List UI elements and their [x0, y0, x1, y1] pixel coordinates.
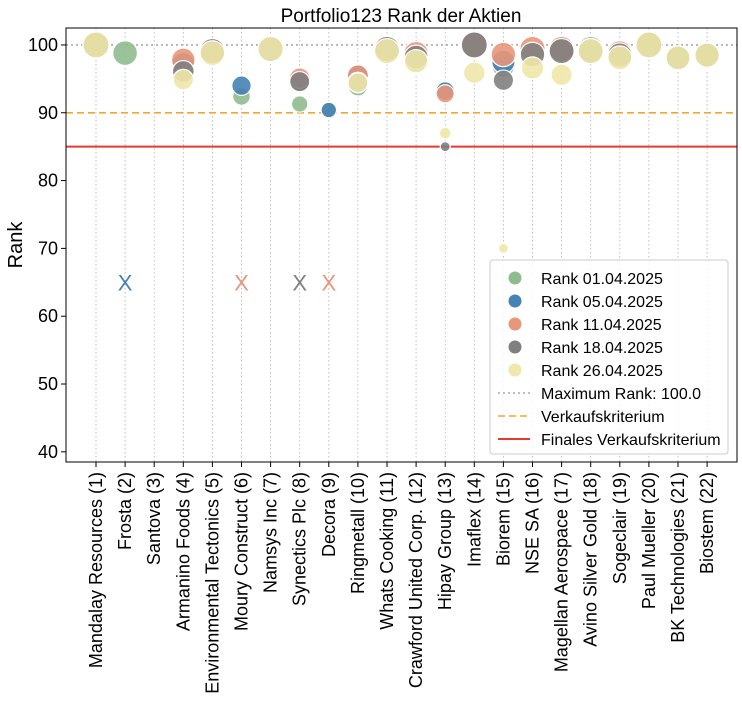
data-point: [694, 42, 720, 68]
y-tick-label: 40: [38, 442, 58, 462]
missing-marker: X: [321, 270, 336, 295]
x-tick-label: Namsys Inc (7): [261, 472, 281, 593]
data-point: [462, 61, 486, 85]
plot-frame: [65, 27, 738, 463]
data-point: [490, 41, 517, 68]
x-tick-label: Biorem (15): [493, 472, 513, 566]
data-point: [403, 48, 429, 74]
x-tick-label: Hipay Group (13): [435, 472, 455, 610]
data-point: [347, 72, 369, 94]
reference-lines: [66, 44, 737, 148]
missing-marker: X: [118, 270, 133, 295]
legend-swatch: [507, 339, 523, 355]
data-point: [82, 31, 110, 59]
data-point: [289, 70, 311, 93]
x-tick-label: Environmental Tectonics (5): [202, 472, 222, 694]
legend-swatch: [507, 362, 523, 378]
data-point: [665, 45, 691, 71]
data-point: [199, 40, 226, 67]
legend-label: Verkaufskriterium: [541, 409, 665, 426]
missing-marker: X: [234, 270, 249, 295]
data-point: [231, 75, 252, 96]
x-tick-label: Whats Cooking (11): [377, 472, 397, 630]
legend-box: [489, 259, 729, 455]
y-tick-label: 60: [38, 306, 58, 326]
x-tick-label: Imaflex (14): [464, 472, 484, 567]
x-axis-ticks: Mandalay Resources (1) Frosta (2) Santova …: [86, 462, 717, 694]
x-tick-label: Magellan Aerospace (17): [552, 472, 572, 672]
legend-label: Finales Verkaufskriterium: [541, 432, 721, 449]
legend-label: Rank 18.04.2025: [541, 340, 663, 357]
x-tick-label: Ringmetall (10): [348, 472, 368, 594]
x-tick-label: Avino Silver Gold (18): [581, 472, 601, 647]
chart-title: Portfolio123 Rank der Aktien: [281, 6, 522, 27]
data-point: [439, 141, 451, 153]
data-point: [497, 242, 509, 254]
data-point: [550, 63, 573, 86]
y-axis-ticks: 40 50 60 70 80 90 100: [28, 35, 66, 462]
legend-label: Rank 01.04.2025: [541, 271, 663, 288]
x-tick-label: BK Technologies (21): [668, 472, 688, 643]
data-point: [257, 35, 284, 63]
data-point: [607, 45, 633, 71]
legend-label: Maximum Rank: 100.0: [541, 386, 701, 403]
x-tick-label: Paul Mueller (20): [639, 472, 659, 609]
x-tick-label: Mandalay Resources (1): [86, 472, 106, 668]
legend-label: Rank 26.04.2025: [541, 363, 663, 380]
x-tick-label: Crawford United Corp. (12): [406, 472, 426, 688]
x-tick-label: NSE SA (16): [523, 472, 543, 574]
x-tick-label: Armanino Foods (4): [173, 472, 193, 631]
x-tick-label: Synectics Plc (8): [290, 472, 310, 606]
y-tick-label: 50: [38, 374, 58, 394]
data-point: [320, 101, 338, 119]
data-point: [577, 37, 604, 65]
data-point: [460, 31, 488, 59]
data-point: [435, 84, 455, 104]
legend: Rank 01.04.2025 Rank 05.04.2025 Rank 11.04…: [489, 259, 729, 455]
grid-lines: [95, 28, 708, 462]
missing-marker: X: [292, 270, 307, 295]
y-axis-title: Rank: [5, 221, 27, 269]
data-point: [112, 40, 139, 67]
y-tick-label: 80: [38, 171, 58, 191]
y-tick-label: 90: [38, 103, 58, 123]
data-point: [290, 95, 309, 113]
x-tick-label: Sogeclair (19): [610, 472, 630, 584]
data-point: [492, 69, 515, 91]
data-points: [82, 31, 720, 254]
legend-swatch: [507, 293, 523, 309]
y-tick-label: 70: [38, 238, 58, 258]
y-tick-label: 100: [28, 35, 58, 55]
data-point: [373, 37, 401, 65]
data-point: [635, 31, 663, 59]
legend-label: Rank 05.04.2025: [541, 294, 663, 311]
legend-swatch: [507, 270, 523, 286]
x-tick-label: Santova (3): [144, 472, 164, 565]
data-point: [520, 56, 545, 80]
data-point: [548, 37, 575, 65]
legend-label: Rank 11.04.2025: [541, 317, 662, 334]
x-tick-label: Decora (9): [319, 472, 339, 557]
data-point: [438, 126, 452, 140]
x-tick-label: Moury Construct (6): [232, 472, 252, 631]
x-tick-label: Frosta (2): [115, 472, 135, 550]
data-point: [172, 68, 195, 91]
x-tick-label: Biostem (22): [697, 472, 717, 574]
legend-swatch: [507, 316, 523, 332]
